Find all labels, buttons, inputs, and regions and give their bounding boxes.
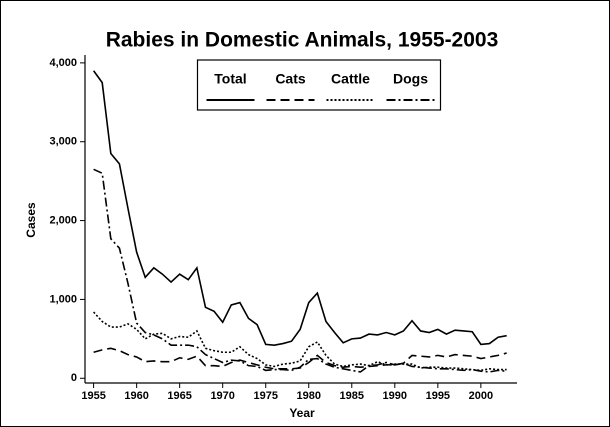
y-tick-label: 0 — [71, 372, 77, 384]
x-tick-label: 1975 — [253, 390, 277, 402]
legend-label: Dogs — [393, 71, 428, 87]
series-line — [93, 168, 507, 373]
series-line — [93, 311, 507, 372]
x-tick-label: 1985 — [340, 390, 364, 402]
series-line — [92, 70, 507, 346]
y-tick-label: 4,000 — [49, 57, 77, 69]
y-tick-label: 3,000 — [49, 136, 77, 148]
x-axis-label: Year — [289, 406, 315, 420]
x-tick-label: 1960 — [124, 390, 148, 402]
y-tick-label: 1,000 — [49, 293, 77, 305]
legend-label: Cats — [275, 71, 306, 87]
legend-label: Cattle — [331, 71, 370, 87]
x-tick-label: 2000 — [469, 390, 493, 402]
x-tick-label: 1965 — [167, 390, 191, 402]
x-tick-label: 1980 — [297, 390, 321, 402]
y-tick-label: 2,000 — [49, 214, 77, 226]
x-tick-label: 1955 — [81, 390, 105, 402]
x-tick-label: 1970 — [210, 390, 234, 402]
legend-box — [196, 59, 442, 111]
legend-label: Total — [214, 71, 246, 87]
x-tick-label: 1990 — [383, 390, 407, 402]
y-axis-label: Cases — [24, 202, 38, 238]
chart-title: Rabies in Domestic Animals, 1955-2003 — [106, 29, 499, 52]
x-tick-label: 1995 — [426, 390, 450, 402]
